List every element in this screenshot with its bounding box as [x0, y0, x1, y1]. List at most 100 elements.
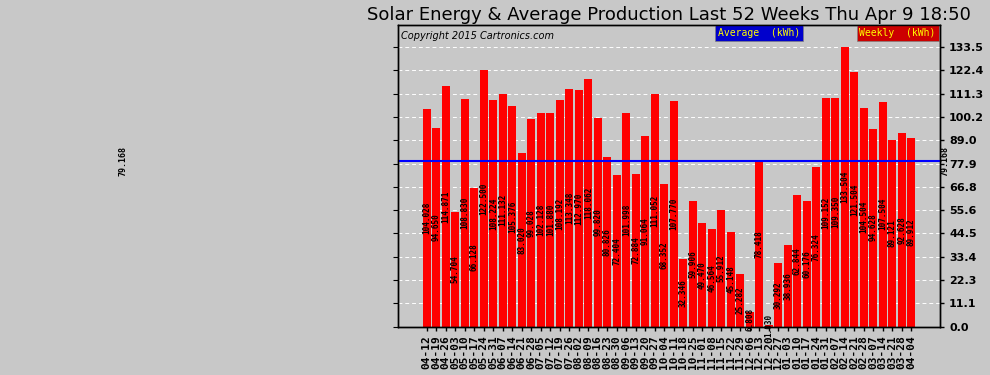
Bar: [850, 72, 858, 327]
Bar: [537, 113, 544, 327]
Bar: [518, 153, 526, 327]
Bar: [727, 232, 735, 327]
Text: 107.504: 107.504: [878, 198, 887, 230]
Text: 105.376: 105.376: [508, 200, 517, 232]
Text: 78.418: 78.418: [754, 231, 764, 258]
Text: 92.628: 92.628: [897, 216, 907, 243]
Text: 107.770: 107.770: [669, 198, 678, 230]
Bar: [670, 101, 678, 327]
Text: 104.028: 104.028: [423, 201, 432, 234]
Text: 114.871: 114.871: [442, 190, 450, 223]
Bar: [803, 201, 811, 327]
Bar: [689, 201, 697, 327]
Text: 6.808: 6.808: [745, 308, 754, 331]
Bar: [613, 175, 621, 327]
Bar: [499, 94, 507, 327]
Title: Solar Energy & Average Production Last 52 Weeks Thu Apr 9 18:50: Solar Energy & Average Production Last 5…: [367, 6, 971, 24]
Text: 72.404: 72.404: [613, 237, 622, 265]
Bar: [489, 100, 497, 327]
Text: 108.224: 108.224: [489, 197, 498, 230]
Text: 109.350: 109.350: [831, 196, 840, 228]
Text: 133.504: 133.504: [841, 171, 849, 203]
Text: 102.128: 102.128: [537, 204, 545, 236]
Bar: [832, 98, 840, 327]
Text: 1.030: 1.030: [764, 314, 773, 337]
Bar: [737, 274, 744, 327]
Bar: [898, 133, 906, 327]
Bar: [765, 324, 773, 327]
Text: 72.884: 72.884: [632, 237, 641, 264]
Text: 109.152: 109.152: [822, 196, 831, 229]
Bar: [755, 162, 763, 327]
Text: 94.628: 94.628: [869, 214, 878, 242]
Bar: [888, 140, 896, 327]
Text: 49.470: 49.470: [698, 261, 707, 289]
Bar: [594, 118, 602, 327]
Text: 108.830: 108.830: [460, 196, 469, 229]
Text: Copyright 2015 Cartronics.com: Copyright 2015 Cartronics.com: [401, 31, 553, 41]
Text: 45.148: 45.148: [727, 266, 736, 293]
Text: 76.324: 76.324: [812, 233, 821, 261]
Bar: [869, 129, 877, 327]
Text: 55.912: 55.912: [717, 254, 726, 282]
Text: 122.500: 122.500: [479, 182, 488, 214]
Bar: [584, 80, 592, 327]
Text: 38.936: 38.936: [783, 272, 792, 300]
Text: 62.844: 62.844: [793, 247, 802, 275]
Text: 59.906: 59.906: [688, 250, 697, 278]
Text: 79.168: 79.168: [940, 146, 949, 176]
Text: 99.820: 99.820: [593, 208, 602, 236]
Bar: [698, 223, 707, 327]
Bar: [480, 70, 488, 327]
Text: 94.650: 94.650: [432, 214, 441, 242]
Text: 79.168: 79.168: [118, 146, 128, 176]
Bar: [442, 86, 449, 327]
Bar: [565, 89, 573, 327]
Text: 89.121: 89.121: [888, 219, 897, 247]
Text: Average  (kWh): Average (kWh): [718, 28, 800, 38]
Bar: [423, 109, 431, 327]
Text: 101.880: 101.880: [545, 204, 554, 236]
Bar: [822, 98, 830, 327]
Text: 30.292: 30.292: [774, 281, 783, 309]
Text: 80.826: 80.826: [603, 228, 612, 256]
Text: 54.704: 54.704: [450, 255, 459, 283]
Bar: [813, 167, 821, 327]
Bar: [555, 100, 564, 327]
Bar: [908, 138, 916, 327]
Bar: [745, 312, 754, 327]
Text: 25.282: 25.282: [736, 286, 744, 314]
Bar: [575, 90, 583, 327]
Bar: [660, 183, 668, 327]
Bar: [718, 210, 726, 327]
Text: 66.128: 66.128: [470, 243, 479, 271]
Bar: [679, 259, 687, 327]
Text: 89.912: 89.912: [907, 219, 916, 246]
Bar: [460, 99, 469, 327]
Bar: [528, 119, 536, 327]
Text: 99.028: 99.028: [527, 209, 536, 237]
Bar: [708, 229, 716, 327]
Bar: [774, 263, 782, 327]
Text: 104.504: 104.504: [859, 201, 868, 233]
Text: 60.176: 60.176: [802, 250, 812, 278]
Text: 113.348: 113.348: [565, 192, 574, 224]
Text: 108.192: 108.192: [555, 197, 564, 230]
Bar: [879, 102, 887, 327]
Text: 68.352: 68.352: [660, 241, 669, 269]
Bar: [451, 212, 459, 327]
Text: 112.970: 112.970: [574, 192, 583, 225]
Bar: [632, 174, 640, 327]
Bar: [841, 47, 848, 327]
Text: Weekly  (kWh): Weekly (kWh): [859, 28, 936, 38]
Bar: [642, 136, 649, 327]
Text: 101.998: 101.998: [622, 204, 631, 236]
Text: 83.020: 83.020: [518, 226, 527, 254]
Text: 121.504: 121.504: [849, 183, 859, 216]
Text: 111.132: 111.132: [498, 194, 507, 226]
Bar: [650, 94, 659, 327]
Bar: [603, 158, 612, 327]
Bar: [470, 188, 478, 327]
Text: 118.062: 118.062: [584, 187, 593, 219]
Bar: [784, 245, 792, 327]
